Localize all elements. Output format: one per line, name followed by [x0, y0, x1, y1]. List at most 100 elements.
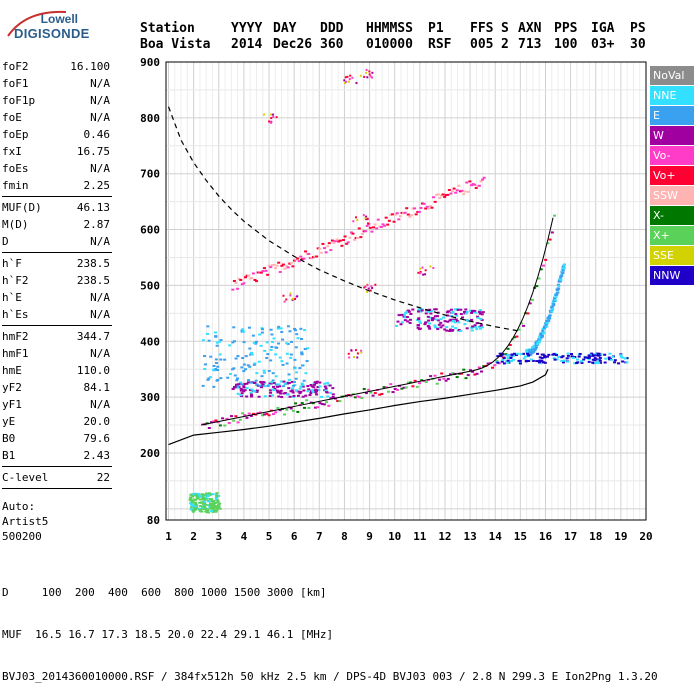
echo-point: [528, 302, 532, 305]
echo-point: [386, 223, 390, 226]
echo-point: [210, 504, 214, 507]
echo-point: [438, 196, 442, 199]
echo-point: [495, 360, 499, 363]
echo-point: [510, 359, 514, 362]
echo-point: [351, 76, 354, 79]
echo-point: [537, 361, 541, 364]
echo-point: [308, 394, 312, 397]
param-value: 2.43: [83, 449, 111, 462]
echo-point: [306, 390, 310, 393]
echo-point: [521, 352, 525, 355]
echo-point: [452, 187, 456, 190]
param-value: 20.0: [83, 415, 111, 428]
echo-point: [306, 347, 310, 350]
echo-point: [270, 381, 274, 384]
echo-point: [625, 361, 629, 364]
echo-point: [433, 374, 437, 377]
echo-point: [191, 495, 195, 498]
echo-point: [482, 176, 486, 179]
echo-point: [505, 354, 509, 357]
param-row: yE 20.0: [2, 413, 112, 430]
echo-point: [384, 386, 388, 389]
echo-point: [369, 289, 372, 292]
echo-point: [583, 356, 587, 359]
header-value: 30: [630, 37, 646, 52]
y-tick-label: 300: [140, 391, 160, 404]
echo-point: [504, 360, 508, 363]
echo-point: [215, 341, 219, 344]
f2-trace-fit: [201, 217, 554, 426]
echo-point: [264, 269, 268, 272]
echo-point: [215, 494, 219, 497]
echo-point: [206, 378, 210, 381]
footer: D 100 200 400 600 800 1000 1500 3000 [km…: [2, 558, 658, 698]
echo-point: [355, 82, 358, 85]
echo-point: [260, 327, 264, 330]
echo-point: [365, 68, 368, 71]
echo-point: [248, 347, 252, 350]
echo-point: [240, 389, 244, 392]
echo-point: [242, 386, 246, 389]
echo-point: [551, 353, 555, 356]
echo-point: [254, 342, 258, 345]
param-name: foF1p: [2, 94, 36, 107]
echo-point: [408, 318, 412, 321]
param-name: MUF(D): [2, 201, 42, 214]
echo-point: [336, 399, 340, 402]
echo-point: [353, 238, 357, 241]
echo-point: [327, 404, 331, 407]
echo-point: [533, 349, 537, 352]
param-separator: [2, 252, 112, 253]
echo-point: [437, 323, 441, 326]
echo-point: [283, 383, 287, 386]
echo-point: [356, 219, 359, 222]
echo-point: [534, 347, 538, 350]
echo-point: [215, 344, 219, 347]
echo-point: [480, 313, 484, 316]
echo-point: [501, 358, 505, 361]
echo-point: [356, 237, 360, 240]
echo-point: [403, 316, 407, 319]
header-label: HHMMSS: [366, 21, 413, 36]
echo-point: [351, 232, 355, 235]
echo-point: [387, 219, 391, 222]
echo-point: [599, 361, 603, 364]
echo-point: [451, 190, 455, 193]
echo-point: [303, 348, 307, 351]
echo-point: [360, 397, 364, 400]
echo-point: [506, 356, 510, 359]
echo-point: [231, 288, 235, 291]
echo-point: [288, 395, 292, 398]
x-tick-label: 12: [438, 530, 451, 543]
echo-point: [303, 329, 307, 332]
y-tick-label: 600: [140, 224, 160, 237]
echo-point: [476, 315, 480, 318]
echo-point: [445, 329, 449, 332]
echo-point: [590, 353, 594, 356]
echo-point: [556, 288, 560, 291]
echo-point: [209, 502, 213, 505]
echo-point: [324, 387, 328, 390]
echo-point: [210, 510, 214, 513]
echo-point: [580, 360, 584, 363]
echo-point: [619, 354, 623, 357]
echo-point: [323, 385, 327, 388]
echo-point: [541, 330, 545, 333]
echo-point: [496, 361, 500, 364]
echo-point: [364, 285, 367, 288]
header-label: PS: [630, 21, 646, 36]
echo-point: [348, 78, 351, 81]
echo-point: [345, 80, 348, 83]
echo-point: [289, 294, 292, 297]
param-name: hmE: [2, 364, 22, 377]
echo-point: [387, 390, 391, 393]
echo-point: [349, 74, 352, 77]
echo-point: [299, 327, 303, 330]
echo-point: [286, 342, 290, 345]
param-name: M(D): [2, 218, 29, 231]
echo-point: [279, 392, 283, 395]
echo-point: [458, 190, 462, 193]
echo-point: [556, 355, 560, 358]
echo-point: [240, 329, 244, 332]
echo-point: [471, 309, 475, 312]
